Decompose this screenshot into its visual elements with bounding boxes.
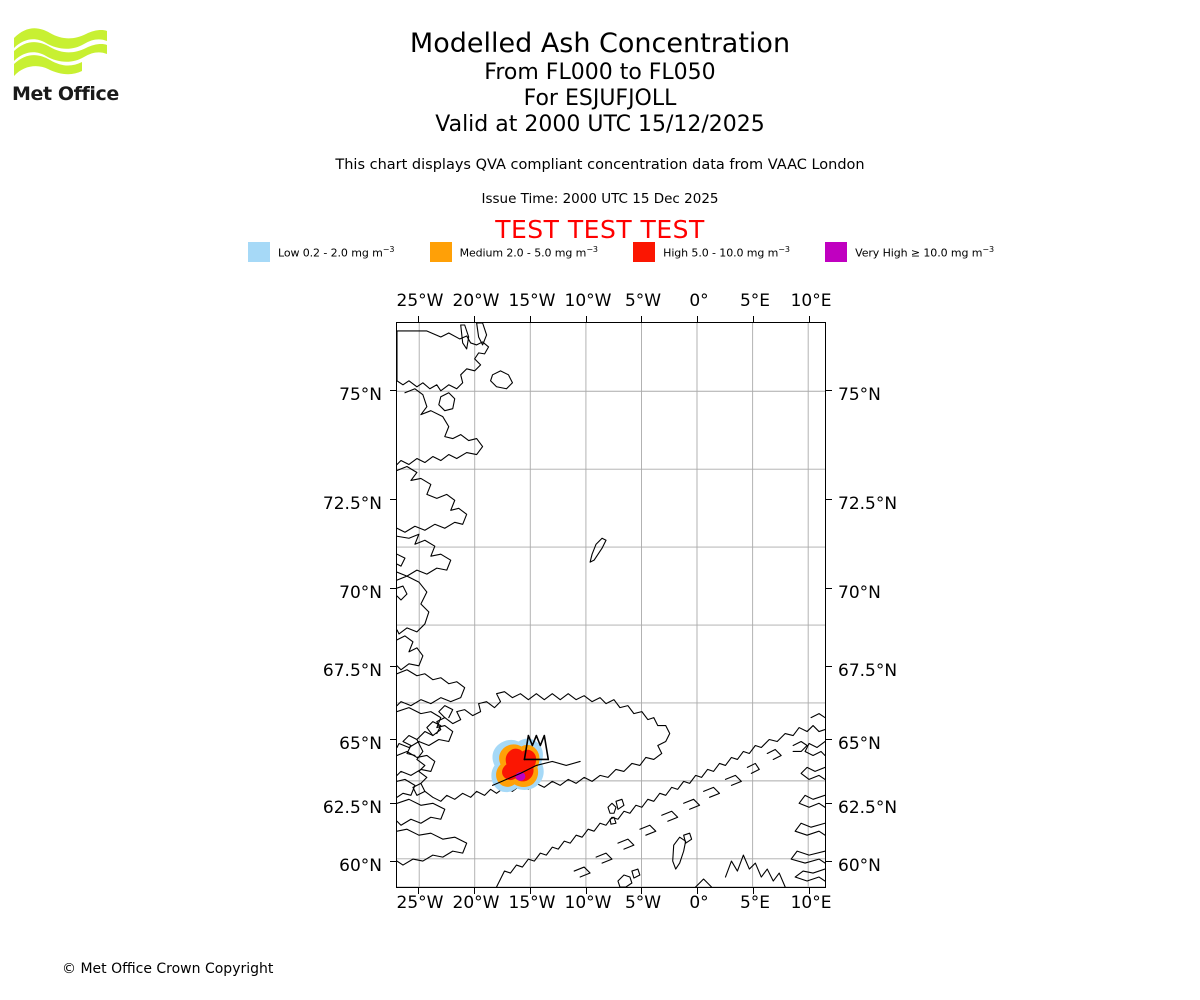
legend-label-medium: Medium 2.0 - 5.0 mg m−3 xyxy=(459,244,598,260)
lat-label-left-70n: 70°N xyxy=(339,583,382,603)
chart-strapline: This chart displays QVA compliant concen… xyxy=(335,157,865,173)
lon-tick-bottom-0 xyxy=(418,888,419,894)
lon-label-bottom-10e: 10°E xyxy=(790,893,832,913)
lon-tick-bottom-4 xyxy=(641,888,642,894)
lat-tick-right-675 xyxy=(826,666,832,667)
lat-label-right-65n: 65°N xyxy=(838,734,881,754)
lon-tick-top-6 xyxy=(753,316,754,322)
lat-label-left-65n: 65°N xyxy=(339,734,382,754)
legend-item-low: Low 0.2 - 2.0 mg m−3 xyxy=(248,242,394,262)
lon-label-top-20w: 20°W xyxy=(452,291,500,311)
legend-swatch-very-high xyxy=(825,242,848,262)
flight-level-range: From FL000 to FL050 xyxy=(484,60,716,85)
legend-swatch-high xyxy=(633,242,656,262)
lon-tick-top-4 xyxy=(641,316,642,322)
legend-swatch-medium xyxy=(429,242,452,262)
map-canvas xyxy=(397,323,825,887)
legend-label-high: High 5.0 - 10.0 mg m−3 xyxy=(663,244,790,260)
volcano-marker-icon xyxy=(523,734,550,761)
lon-tick-top-5 xyxy=(697,316,698,322)
lat-tick-left-625 xyxy=(390,803,396,804)
lon-tick-bottom-3 xyxy=(586,888,587,894)
lat-tick-left-70 xyxy=(390,588,396,589)
lon-label-bottom-10w: 10°W xyxy=(564,893,612,913)
lon-label-top-10e: 10°E xyxy=(790,291,832,311)
lat-tick-right-70 xyxy=(826,588,832,589)
lon-tick-top-2 xyxy=(530,316,531,322)
lon-label-top-10w: 10°W xyxy=(564,291,612,311)
lon-label-bottom-15w: 15°W xyxy=(508,893,556,913)
lat-label-right-675n: 67.5°N xyxy=(838,661,898,681)
lat-tick-right-725 xyxy=(826,499,832,500)
legend-swatch-low xyxy=(248,242,270,262)
lat-tick-left-75 xyxy=(390,390,396,391)
lat-label-right-75n: 75°N xyxy=(838,385,881,405)
lon-label-top-25w: 25°W xyxy=(396,291,444,311)
lat-label-left-625n: 62.5°N xyxy=(322,798,382,818)
volcano-name: For ESJUFJOLL xyxy=(523,86,677,111)
ash-concentration-map xyxy=(396,322,826,888)
lon-label-top-5w: 5°W xyxy=(624,291,662,311)
ash-band-high xyxy=(502,748,537,782)
graticule xyxy=(397,323,825,887)
legend-label-very-high: Very High ≥ 10.0 mg m−3 xyxy=(855,244,994,260)
lat-tick-left-65 xyxy=(390,739,396,740)
norway-coastline xyxy=(495,713,825,887)
lat-label-left-675n: 67.5°N xyxy=(322,661,382,681)
lon-label-bottom-5e: 5°E xyxy=(739,893,771,913)
lon-tick-bottom-5 xyxy=(697,888,698,894)
valid-time: Valid at 2000 UTC 15/12/2025 xyxy=(435,112,765,137)
lat-tick-right-75 xyxy=(826,390,832,391)
lon-tick-top-3 xyxy=(586,316,587,322)
lon-tick-bottom-6 xyxy=(753,888,754,894)
lat-tick-left-675 xyxy=(390,666,396,667)
jan-mayen-island xyxy=(589,537,607,563)
shetland-orkney-coastline xyxy=(617,832,693,887)
iceland-south-coast-overlay xyxy=(492,760,581,786)
test-banner: TEST TEST TEST xyxy=(495,215,705,244)
lon-label-top-5e: 5°E xyxy=(739,291,771,311)
lat-tick-right-625 xyxy=(826,803,832,804)
lat-label-right-725n: 72.5°N xyxy=(838,494,898,514)
issue-time: Issue Time: 2000 UTC 15 Dec 2025 xyxy=(481,191,719,207)
lat-tick-right-65 xyxy=(826,739,832,740)
ash-plume xyxy=(491,738,544,793)
met-office-wave-icon xyxy=(14,28,107,76)
lon-label-bottom-25w: 25°W xyxy=(396,893,444,913)
lat-label-left-75n: 75°N xyxy=(339,385,382,405)
lon-tick-bottom-2 xyxy=(530,888,531,894)
lat-label-right-625n: 62.5°N xyxy=(838,798,898,818)
lat-label-left-60n: 60°N xyxy=(339,856,382,876)
lat-tick-left-725 xyxy=(390,499,396,500)
lon-label-top-15w: 15°W xyxy=(508,291,556,311)
lon-label-bottom-5w: 5°W xyxy=(624,893,662,913)
lon-tick-top-1 xyxy=(474,316,475,322)
lat-label-right-70n: 70°N xyxy=(838,583,881,603)
page-title: Modelled Ash Concentration xyxy=(409,28,791,59)
legend-label-low: Low 0.2 - 2.0 mg m−3 xyxy=(278,244,395,260)
copyright-notice: © Met Office Crown Copyright xyxy=(62,961,274,977)
lat-tick-left-60 xyxy=(390,861,396,862)
lon-label-top-0: 0° xyxy=(689,291,709,311)
lat-label-right-60n: 60°N xyxy=(838,856,881,876)
lon-tick-bottom-7 xyxy=(809,888,810,894)
legend-item-very-high: Very High ≥ 10.0 mg m−3 xyxy=(825,242,994,262)
chart-title-block: Modelled Ash Concentration From FL000 to… xyxy=(0,28,1200,138)
faroe-islands-coastline xyxy=(607,798,625,825)
lat-label-left-725n: 72.5°N xyxy=(322,494,382,514)
lon-label-bottom-0: 0° xyxy=(689,893,709,913)
iceland-coastline xyxy=(402,691,671,802)
met-office-logo-text: Met Office xyxy=(12,83,119,105)
concentration-legend: Low 0.2 - 2.0 mg m−3 Medium 2.0 - 5.0 mg… xyxy=(248,241,994,263)
lon-tick-top-7 xyxy=(809,316,810,322)
lat-tick-right-60 xyxy=(826,861,832,862)
met-office-logo: Met Office xyxy=(12,24,132,114)
lon-label-bottom-20w: 20°W xyxy=(452,893,500,913)
legend-item-high: High 5.0 - 10.0 mg m−3 xyxy=(633,242,790,262)
legend-item-medium: Medium 2.0 - 5.0 mg m−3 xyxy=(429,242,598,262)
lon-tick-bottom-1 xyxy=(474,888,475,894)
lon-tick-top-0 xyxy=(418,316,419,322)
